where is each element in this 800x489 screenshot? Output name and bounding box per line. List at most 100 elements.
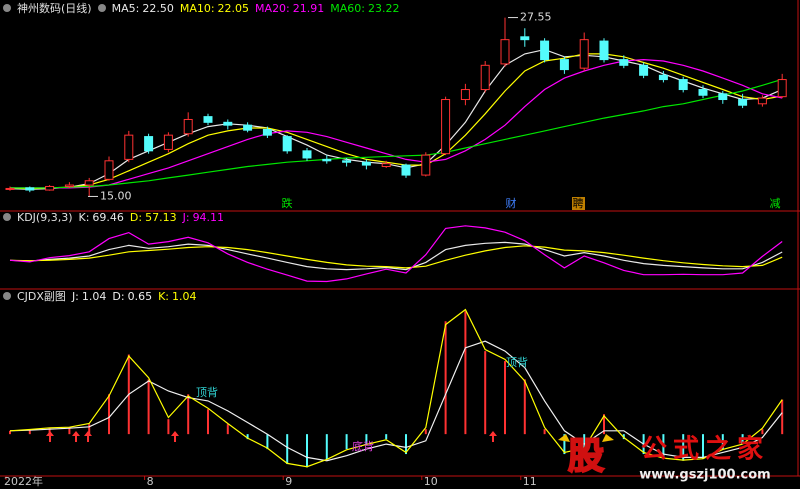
candle-body	[738, 99, 748, 106]
event-marker-box	[572, 197, 585, 210]
candle-body	[64, 184, 74, 187]
candle-body	[45, 185, 55, 191]
legend-entry: MA20: 21.91	[255, 2, 324, 15]
legend-entry: J: 94.11	[183, 211, 224, 224]
legend-value: 69.46	[92, 210, 124, 224]
candle-body	[322, 158, 332, 162]
candle-body	[401, 164, 411, 176]
legend-value: 0.65	[127, 289, 153, 303]
series-line	[10, 78, 783, 189]
series-line	[9, 308, 783, 468]
site-url: www.gszj100.com	[639, 468, 770, 483]
legend-name: MA5:	[111, 1, 140, 15]
annotation: 顶背	[196, 385, 218, 399]
legend-name: MA20:	[255, 1, 290, 15]
event-marker: 减	[770, 197, 781, 210]
x-tick-label: 2022年	[4, 474, 43, 488]
chart-title: CJDX副图	[17, 290, 66, 303]
annotation: 顶背	[506, 355, 528, 369]
up-arrow	[46, 431, 54, 442]
logo: 股	[568, 436, 604, 477]
candle-body	[243, 124, 253, 131]
candle-body	[302, 150, 312, 159]
candle-body	[559, 59, 569, 71]
header-icon	[3, 4, 11, 12]
max-price-label: 27.55	[520, 11, 552, 24]
site-name: 公式之家	[641, 434, 769, 465]
legend-name: K:	[158, 289, 169, 303]
candle-body	[619, 59, 629, 66]
legend-value: 1.04	[81, 289, 107, 303]
header-icon	[3, 292, 11, 300]
min-price-label: 15.00	[100, 189, 132, 202]
candle-body	[658, 74, 668, 81]
candle-body	[25, 187, 35, 191]
x-tick-label: 10	[424, 475, 438, 488]
candle-body	[223, 121, 233, 126]
candle-body	[84, 180, 94, 186]
legend-name: K:	[78, 210, 90, 224]
candle-body	[500, 39, 510, 65]
cjdx-header: CJDX副图 J: 1.04 D: 0.65 K: 1.04	[3, 289, 197, 303]
up-arrow	[84, 431, 92, 442]
candle-body	[698, 89, 708, 96]
signal-arrows	[46, 431, 497, 442]
event-marker: 财	[506, 196, 517, 210]
candle-body	[361, 161, 371, 166]
annotation: 底背	[352, 439, 374, 453]
candle-body	[678, 79, 688, 91]
candle-body	[183, 118, 193, 135]
candle-body	[342, 160, 352, 163]
candle-body	[480, 64, 490, 91]
event-marker: 聘	[573, 196, 584, 210]
kdj-header: KDJ(9,3,3) K: 69.46 D: 57.13 J: 94.11	[3, 210, 224, 224]
legend-value: 23.22	[367, 1, 400, 15]
candle-body	[282, 136, 292, 152]
legend-name: MA60:	[330, 1, 365, 15]
series-line	[9, 53, 783, 190]
series-line	[9, 48, 783, 190]
candle-body	[421, 154, 431, 176]
legend-entry: MA60: 23.22	[330, 2, 399, 15]
up-arrow	[72, 431, 80, 442]
legend-entry: D: 57.13	[130, 211, 177, 224]
candle-body	[203, 116, 213, 123]
candle-body	[5, 187, 15, 190]
legend-entry: J: 1.04	[72, 290, 106, 303]
series-line	[9, 241, 783, 271]
legend-name: D:	[129, 210, 143, 224]
candle-body	[520, 36, 530, 41]
candle-body	[381, 163, 391, 168]
legend-name: J:	[182, 210, 190, 224]
legend-entry: MA10: 22.05	[180, 2, 249, 15]
candle-body	[639, 64, 649, 76]
candle-body	[262, 128, 272, 136]
candle-body	[104, 160, 114, 180]
legend-value: 1.04	[172, 289, 197, 303]
x-tick-label: 9	[285, 475, 292, 488]
up-arrow	[489, 431, 497, 442]
chart-title: 神州数码(日线)	[17, 2, 92, 15]
candle-body	[124, 134, 134, 160]
plot-layer: 27.55 15.00 2022年 8 9 10 11	[4, 11, 787, 488]
legend-value: 22.05	[217, 1, 250, 15]
header-icon	[97, 4, 106, 12]
header-icon	[3, 213, 11, 221]
legend-value: 22.50	[142, 1, 174, 15]
candle-body	[599, 40, 609, 61]
chart-title: KDJ(9,3,3)	[17, 210, 73, 224]
series-line	[9, 225, 783, 283]
watermark: 股 公式之家 www.gszj100.com	[558, 434, 771, 483]
legend-value: 57.13	[145, 210, 177, 224]
legend-value: 94.11	[192, 210, 225, 224]
candle-body	[163, 134, 173, 150]
candle-body	[144, 136, 154, 152]
candle-body	[777, 79, 787, 98]
candle-body	[579, 39, 589, 69]
legend-entry: K: 69.46	[79, 211, 124, 224]
legend-value: 21.91	[292, 1, 325, 15]
series-line	[9, 245, 783, 269]
candle-body	[441, 99, 451, 155]
